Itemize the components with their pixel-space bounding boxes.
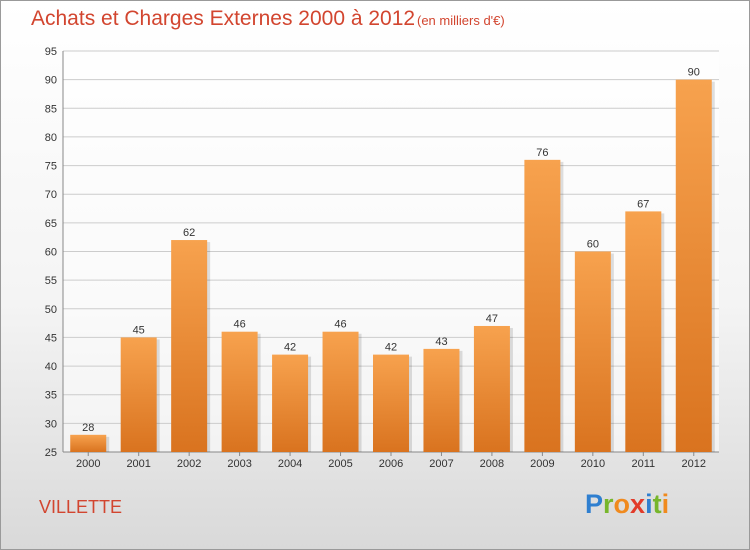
bar[interactable] (120, 337, 157, 452)
x-tick-label: 2007 (429, 458, 453, 470)
bar[interactable] (171, 240, 208, 452)
y-tick-label: 85 (45, 103, 57, 115)
x-tick-label: 2002 (177, 458, 201, 470)
y-tick-label: 90 (45, 75, 57, 87)
y-tick-label: 70 (45, 189, 57, 201)
chart-subtitle: (en milliers d'€) (417, 13, 505, 28)
data-label: 42 (284, 342, 296, 354)
y-tick-label: 75 (45, 161, 57, 173)
bar[interactable] (625, 211, 662, 452)
data-label: 47 (486, 313, 498, 325)
x-tick-label: 2000 (76, 458, 100, 470)
y-tick-label: 95 (45, 46, 57, 58)
bar[interactable] (70, 434, 107, 452)
x-tick-label: 2008 (480, 458, 504, 470)
x-tick-label: 2001 (126, 458, 150, 470)
data-label: 90 (688, 67, 700, 79)
bar[interactable] (322, 331, 359, 452)
data-label: 46 (334, 319, 346, 331)
x-tick-label: 2009 (530, 458, 554, 470)
x-tick-label: 2005 (328, 458, 352, 470)
x-tick-label: 2010 (581, 458, 605, 470)
y-tick-label: 80 (45, 132, 57, 144)
y-tick-label: 60 (45, 247, 57, 259)
data-label: 46 (233, 319, 245, 331)
y-tick-label: 50 (45, 304, 57, 316)
data-label: 28 (82, 422, 94, 434)
bar[interactable] (221, 331, 258, 452)
y-tick-label: 55 (45, 275, 57, 287)
x-tick-label: 2003 (227, 458, 251, 470)
x-tick-label: 2004 (278, 458, 302, 470)
data-label: 67 (637, 198, 649, 210)
bar[interactable] (675, 79, 712, 453)
y-tick-label: 35 (45, 390, 57, 402)
x-tick-label: 2012 (682, 458, 706, 470)
bar[interactable] (574, 251, 611, 453)
bar[interactable] (373, 354, 409, 452)
bar[interactable] (423, 348, 460, 452)
bar[interactable] (524, 159, 561, 453)
data-label: 45 (133, 324, 145, 336)
proxiti-logo: Proxiti (585, 489, 670, 519)
data-label: 43 (435, 336, 447, 348)
data-label: 62 (183, 227, 195, 239)
data-label: 60 (587, 239, 599, 251)
chart-title: Achats et Charges Externes 2000 à 2012 (31, 7, 416, 30)
y-tick-label: 25 (45, 447, 57, 459)
bar[interactable] (473, 325, 510, 452)
y-tick-label: 45 (45, 332, 57, 344)
data-label: 76 (536, 147, 548, 159)
x-tick-label: 2006 (379, 458, 403, 470)
x-tick-label: 2011 (631, 458, 655, 470)
data-label: 42 (385, 342, 397, 354)
city-name: VILLETTE (39, 497, 123, 517)
y-tick-label: 30 (45, 418, 57, 430)
bar[interactable] (272, 354, 309, 452)
y-tick-label: 40 (45, 361, 57, 373)
y-tick-label: 65 (45, 218, 57, 230)
